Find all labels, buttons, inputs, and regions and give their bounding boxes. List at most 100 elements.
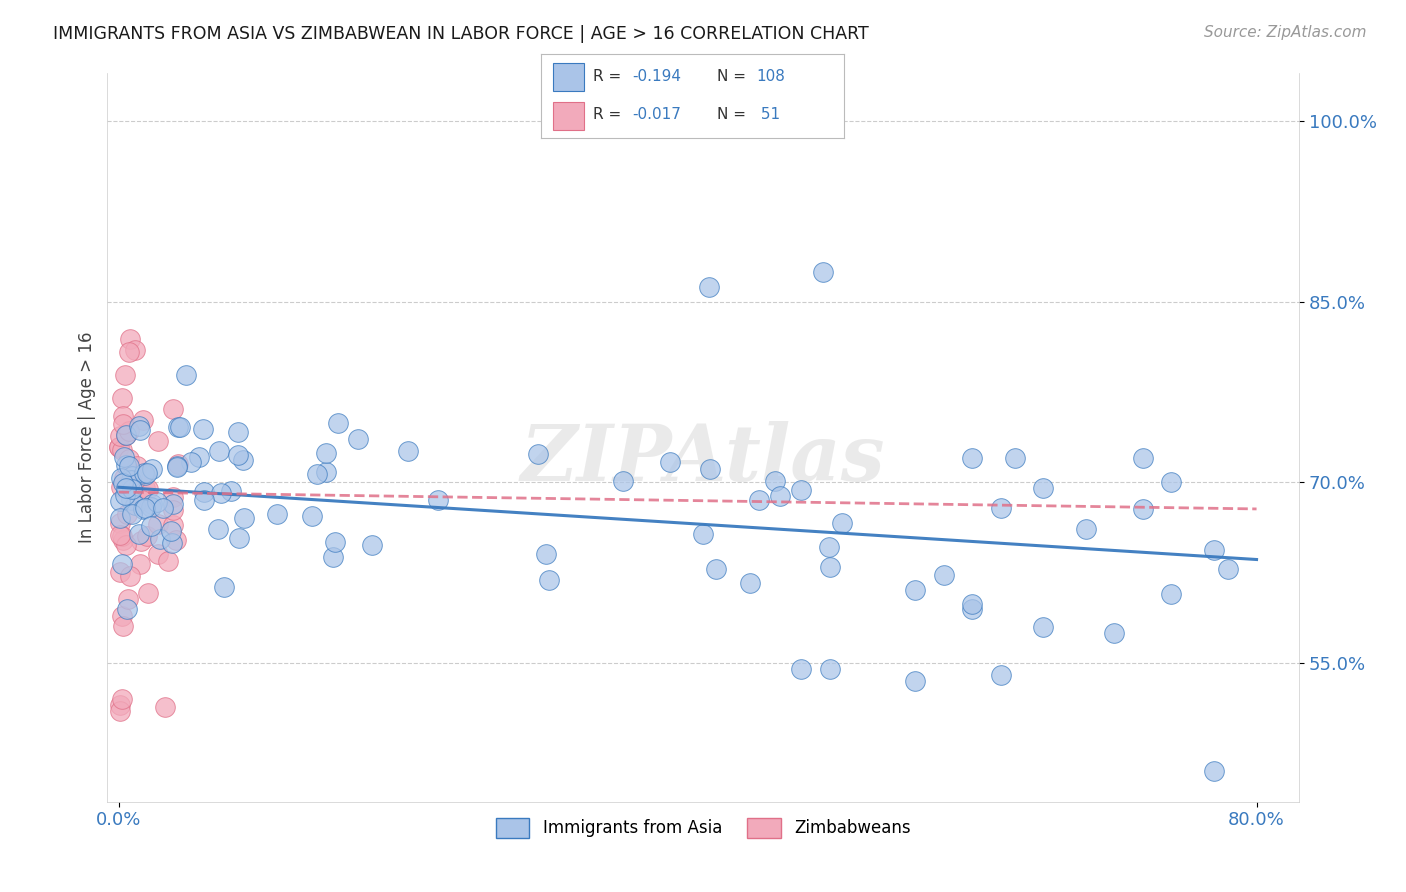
Point <box>214 580 236 594</box>
Point <box>114 538 136 552</box>
Point <box>118 344 141 359</box>
Point <box>121 469 143 483</box>
Point <box>208 444 231 458</box>
Point <box>146 517 169 532</box>
Point <box>226 425 249 440</box>
Point <box>132 501 155 516</box>
Point <box>108 440 131 454</box>
Point <box>134 466 156 480</box>
Point <box>527 447 550 461</box>
Point <box>831 516 853 530</box>
Point <box>120 568 142 582</box>
Point <box>1160 587 1182 601</box>
Point <box>904 582 927 597</box>
Point <box>315 465 337 479</box>
Point <box>134 481 156 495</box>
Point <box>537 574 560 588</box>
Point <box>112 471 135 485</box>
Point <box>266 507 288 521</box>
Point <box>121 508 143 522</box>
Point <box>162 497 184 511</box>
Point <box>111 533 134 547</box>
Text: N =: N = <box>717 107 751 122</box>
Point <box>134 467 156 482</box>
Text: -0.194: -0.194 <box>633 70 681 85</box>
Point <box>108 698 131 713</box>
Point <box>111 417 134 431</box>
Point <box>818 559 841 574</box>
Point <box>1160 475 1182 490</box>
Point <box>155 700 177 714</box>
Point <box>748 492 770 507</box>
Point <box>115 508 138 522</box>
Point <box>325 534 347 549</box>
Point <box>112 450 135 464</box>
Point <box>124 498 146 512</box>
Text: N =: N = <box>717 70 751 85</box>
Point <box>180 455 202 469</box>
Point <box>738 576 761 591</box>
Point <box>162 518 184 533</box>
Point <box>1032 481 1054 495</box>
Point <box>125 458 148 473</box>
Point <box>132 413 155 427</box>
Point <box>193 485 215 500</box>
Point <box>1074 522 1097 536</box>
Point <box>818 540 841 554</box>
Point <box>1032 620 1054 634</box>
Point <box>128 557 150 571</box>
Point <box>124 343 146 358</box>
Point <box>110 391 132 405</box>
Point <box>115 427 138 442</box>
Text: R =: R = <box>593 70 626 85</box>
Point <box>110 516 132 531</box>
Point <box>1202 764 1225 779</box>
Point <box>115 427 138 442</box>
Point <box>118 332 141 346</box>
Point <box>697 280 720 294</box>
Point <box>166 459 188 474</box>
Point <box>1216 562 1239 576</box>
Point <box>136 529 159 543</box>
Point <box>146 494 169 508</box>
Point <box>932 568 955 582</box>
Point <box>111 619 134 633</box>
Point <box>228 531 250 545</box>
Point <box>111 443 134 458</box>
Point <box>118 451 141 466</box>
Point <box>115 458 138 472</box>
Point <box>166 459 188 474</box>
Point <box>108 565 131 579</box>
Point <box>361 538 384 552</box>
Point <box>128 418 150 433</box>
Point <box>426 492 449 507</box>
Point <box>115 602 138 616</box>
Point <box>187 450 209 464</box>
Point <box>692 526 714 541</box>
Text: ZIPAtlas: ZIPAtlas <box>522 421 886 498</box>
Point <box>534 547 557 561</box>
Point <box>108 440 131 454</box>
Point <box>136 483 159 497</box>
Point <box>1132 502 1154 516</box>
Point <box>232 453 254 467</box>
Bar <box>554 62 583 91</box>
Text: -0.017: -0.017 <box>633 107 681 122</box>
Point <box>233 511 256 525</box>
Point <box>1202 543 1225 558</box>
Point <box>322 549 344 564</box>
Point <box>148 434 170 449</box>
Point <box>704 562 727 576</box>
Point <box>111 557 134 571</box>
Point <box>315 445 337 459</box>
Point <box>136 586 159 600</box>
Text: 51: 51 <box>756 107 780 122</box>
Point <box>763 474 786 488</box>
Text: Source: ZipAtlas.com: Source: ZipAtlas.com <box>1204 25 1367 40</box>
Point <box>141 497 163 511</box>
Point <box>128 527 150 541</box>
Point <box>115 481 138 495</box>
Point <box>114 368 136 383</box>
Point <box>108 510 131 524</box>
Point <box>1132 451 1154 466</box>
